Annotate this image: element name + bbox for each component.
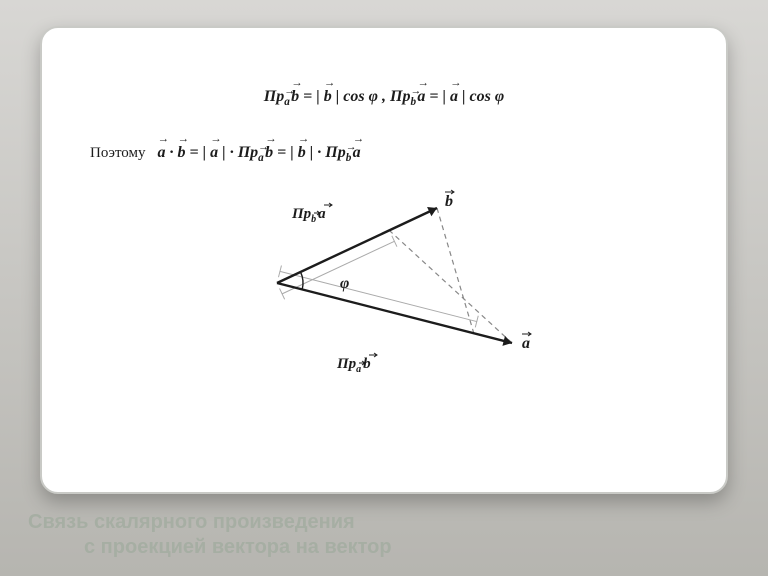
formula-line-1: Прa b = | b | cos φ , Прb a = | a | cos … bbox=[42, 88, 726, 108]
separator: , bbox=[378, 88, 390, 105]
svg-text:b: b bbox=[445, 193, 453, 210]
title-line-1: Связь скалярного произведения bbox=[28, 510, 528, 535]
slide-card: Прa b = | b | cos φ , Прb a = | a | cos … bbox=[40, 26, 728, 494]
eq-sign-2: = | bbox=[429, 88, 450, 105]
svg-text:φ: φ bbox=[340, 275, 349, 292]
vec-b: b bbox=[324, 88, 332, 106]
proj-b-a: Прb a bbox=[390, 88, 429, 105]
cos-phi: | cos φ bbox=[332, 88, 378, 105]
proj-a-b: Прa b bbox=[264, 88, 303, 105]
svg-text:a: a bbox=[522, 335, 530, 352]
slide-title: Связь скалярного произведения с проекцие… bbox=[28, 510, 528, 560]
formula-line-2: Поэтому a · b = | a | · Прa b = | b | · … bbox=[90, 144, 690, 164]
vec-a: a bbox=[450, 88, 458, 106]
therefore-label: Поэтому bbox=[90, 145, 146, 161]
vector-diagram: φ a b Прba Прab bbox=[192, 188, 612, 388]
title-line-2: с проекцией вектора на вектор bbox=[28, 535, 528, 560]
dot-product-expr: a · b = | a | · Прa b = | b | · Прb a bbox=[158, 144, 361, 161]
eq-sign: = | bbox=[303, 88, 324, 105]
svg-text:Прab: Прab bbox=[336, 356, 371, 375]
svg-text:Прba: Прba bbox=[291, 206, 326, 225]
cos-phi-2: | cos φ bbox=[458, 88, 504, 105]
